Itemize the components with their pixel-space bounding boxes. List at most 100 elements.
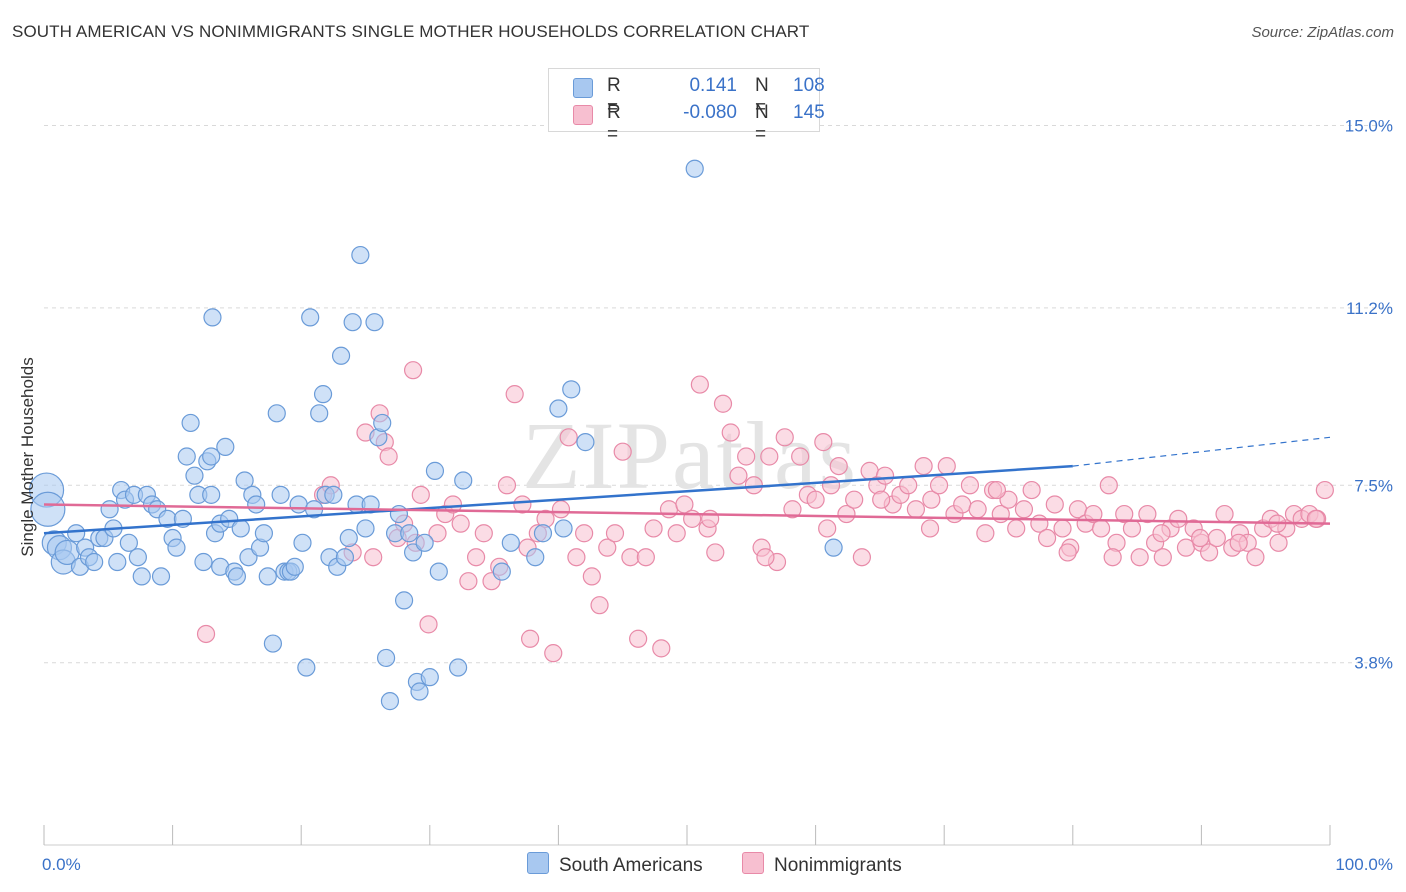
data-point xyxy=(567,548,586,567)
data-point xyxy=(425,461,445,480)
data-point xyxy=(814,433,833,452)
data-point xyxy=(235,471,254,490)
data-point xyxy=(1315,480,1334,500)
tick-labels: 15.0% 11.2% 7.5% 3.8% 0.0% 100.0% xyxy=(42,117,1393,874)
data-point xyxy=(216,437,235,457)
data-point xyxy=(167,538,186,557)
data-point xyxy=(356,519,375,538)
data-point xyxy=(544,644,563,663)
data-point xyxy=(1022,480,1041,500)
trend-line-south-americans xyxy=(43,464,1073,535)
y-tick-label: 11.2% xyxy=(1346,299,1393,318)
data-point xyxy=(922,490,941,509)
y-tick-label: 7.5% xyxy=(1354,476,1393,495)
data-point xyxy=(775,428,794,447)
data-point xyxy=(420,668,439,687)
grid-lines xyxy=(44,125,1395,664)
data-point xyxy=(533,524,553,543)
data-point xyxy=(254,524,274,543)
x-tick-label: 100.0% xyxy=(1335,855,1393,874)
data-point xyxy=(613,442,632,461)
data-point xyxy=(289,495,308,514)
data-point xyxy=(454,471,473,490)
data-point xyxy=(968,500,987,519)
data-point xyxy=(365,313,384,332)
data-point xyxy=(701,509,720,528)
data-point xyxy=(629,629,648,648)
data-point xyxy=(285,557,304,576)
data-point xyxy=(513,495,532,514)
data-point xyxy=(258,567,277,586)
data-point xyxy=(415,533,434,552)
data-point xyxy=(1099,476,1118,495)
data-point xyxy=(929,476,949,495)
data-point xyxy=(181,413,200,433)
legend-n-value: 145 xyxy=(793,102,825,123)
data-point xyxy=(549,399,568,418)
data-point xyxy=(100,500,119,519)
data-point xyxy=(1037,528,1057,548)
data-point xyxy=(644,519,663,538)
data-point xyxy=(1058,543,1077,562)
data-point xyxy=(551,500,571,519)
data-point xyxy=(30,491,66,527)
data-point xyxy=(636,548,655,567)
data-point xyxy=(202,447,221,466)
data-point xyxy=(492,562,511,581)
data-point xyxy=(247,495,266,514)
data-point xyxy=(1122,519,1142,538)
axes xyxy=(43,825,1331,846)
data-point xyxy=(128,548,147,567)
legend-swatch-blue xyxy=(527,852,549,874)
data-point xyxy=(1007,519,1026,538)
data-point xyxy=(791,447,810,466)
trend-line-south-americans-extension xyxy=(1072,436,1331,467)
data-point xyxy=(194,552,213,572)
data-point xyxy=(428,524,447,543)
data-point xyxy=(1306,509,1325,528)
source-label: Source: ZipAtlas.com xyxy=(1251,24,1394,41)
legend-n-label: N = xyxy=(755,75,769,118)
data-point xyxy=(203,308,222,327)
data-point xyxy=(906,500,926,519)
data-point xyxy=(706,543,725,562)
data-point xyxy=(1152,524,1171,543)
data-point xyxy=(267,404,286,423)
data-point xyxy=(271,485,290,504)
data-point xyxy=(598,538,617,557)
data-point xyxy=(151,567,171,586)
legend-item-nonimmigrants: Nonimmigrants xyxy=(742,852,902,877)
data-point xyxy=(987,480,1007,500)
data-point xyxy=(313,385,333,404)
data-point xyxy=(403,361,423,380)
data-point xyxy=(351,245,370,265)
data-point xyxy=(1103,548,1122,567)
legend-r-value: 0.141 xyxy=(689,75,737,96)
data-point xyxy=(505,385,524,404)
data-point xyxy=(837,504,856,524)
data-point xyxy=(824,538,843,557)
data-point xyxy=(1215,504,1234,524)
data-point xyxy=(1045,495,1064,514)
correlation-legend: R = 0.141 N = 108 R = -0.080 N = 145 xyxy=(548,68,825,145)
trend-line-nonimmigrants xyxy=(43,503,1331,525)
data-point xyxy=(448,658,468,677)
data-point xyxy=(376,648,396,668)
data-point xyxy=(960,476,980,495)
data-point xyxy=(875,466,895,485)
data-point xyxy=(185,466,204,485)
y-axis-label: Single Mother Households xyxy=(18,357,37,556)
data-point xyxy=(575,524,594,543)
data-point xyxy=(474,524,493,543)
data-point xyxy=(806,490,825,509)
data-point xyxy=(67,524,86,543)
data-point xyxy=(335,548,355,567)
data-point xyxy=(263,634,283,653)
legend-swatch-pink xyxy=(742,852,764,874)
data-point xyxy=(297,658,316,677)
data-point xyxy=(459,572,478,591)
data-point xyxy=(429,562,448,581)
legend-item-south-americans: South Americans xyxy=(527,852,703,877)
data-point xyxy=(659,500,679,519)
